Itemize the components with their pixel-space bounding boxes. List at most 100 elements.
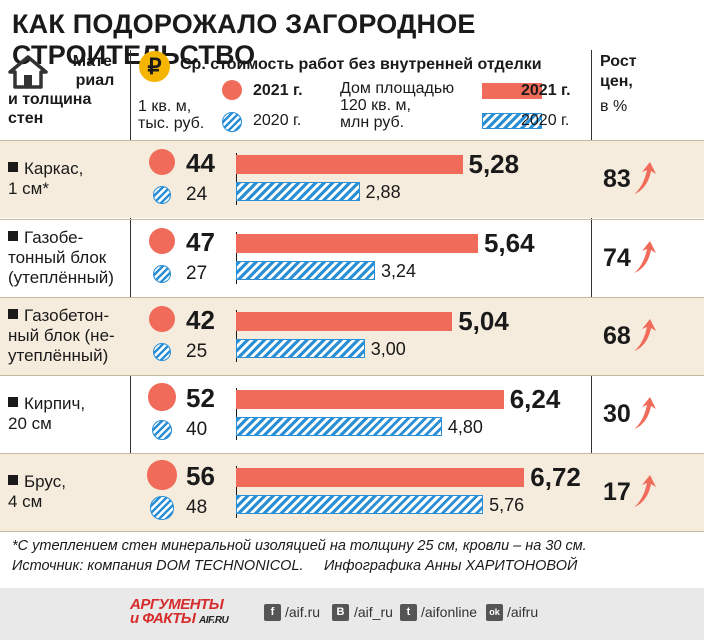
material-label: Каркас, 1 см* (8, 159, 83, 199)
bar-2021 (236, 468, 525, 487)
value-house-2021: 5,64 (483, 228, 535, 258)
dot-2021 (149, 149, 175, 175)
social-ok[interactable]: /aifru (507, 604, 539, 620)
value-m2-2020: 24 (186, 184, 208, 205)
value-house-2020: 3,00 (370, 339, 406, 359)
facebook-icon[interactable]: f (264, 604, 281, 621)
bar-2020 (236, 495, 484, 514)
growth-header-3: в % (600, 98, 628, 115)
material-text: (утеплённый) (8, 268, 114, 287)
growth-value: 17 (603, 478, 631, 506)
legend-2021-b: 2021 г. (521, 82, 571, 99)
dot-2021 (147, 460, 177, 490)
growth-header-1: Рост (600, 53, 637, 70)
value-house-2021: 6,24 (509, 384, 561, 414)
material-label: Газобетон-ный блок (не-утеплённый) (8, 306, 115, 366)
value-m2-2020: 48 (186, 497, 208, 518)
value-house-2020: 4,80 (447, 417, 483, 437)
bar-2021 (236, 234, 478, 253)
material-header-2: риал (75, 72, 115, 89)
growth-value: 83 (603, 165, 631, 193)
bar-axis (236, 310, 237, 362)
social-facebook[interactable]: /aif.ru (285, 604, 321, 620)
material-text: 4 см (8, 492, 43, 511)
value-m2-2021: 42 (186, 305, 215, 335)
bullet-square-icon (8, 231, 18, 241)
chart-title: КАК ПОДОРОЖАЛО ЗАГОРОДНОЕ СТРОИТЕЛЬСТВО (12, 9, 476, 70)
logo-line2: и ФАКТЫ (130, 610, 196, 627)
dot-2020 (150, 496, 174, 520)
value-house-2021: 5,04 (458, 306, 509, 336)
house-label-1: Дом площадью (340, 80, 455, 97)
up-arrow-icon (634, 162, 656, 194)
material-text: утеплённый) (8, 346, 109, 365)
row-separator (0, 453, 704, 454)
up-arrow-icon (634, 241, 656, 273)
material-label: Кирпич, 20 см (8, 394, 85, 434)
growth-header-2: цен, (600, 73, 633, 90)
material-header-4: стен (8, 110, 44, 127)
social-twitter[interactable]: /aifonline (421, 604, 478, 620)
dot-2021 (149, 228, 175, 254)
value-m2-2021: 44 (186, 148, 215, 178)
row-separator (0, 219, 704, 220)
legend-2021-a: 2021 г. (253, 82, 303, 99)
material-text: Каркас, (24, 159, 84, 178)
logo-line1: АРГУМЕНТЫ (130, 596, 224, 613)
value-m2-2020: 40 (186, 419, 208, 440)
up-arrow-icon (634, 397, 656, 429)
value-m2-2021: 47 (186, 227, 215, 257)
material-text: тонный блок (8, 248, 107, 267)
row-separator (0, 531, 704, 532)
divider-1 (130, 50, 131, 528)
bar-2021 (236, 312, 453, 331)
bar-axis (236, 232, 237, 284)
up-arrow-icon (634, 475, 656, 507)
legend-dot-2020 (222, 112, 242, 132)
house-label-2: 120 кв. м, (340, 97, 411, 114)
value-house-2020: 5,76 (489, 495, 525, 515)
table-row (0, 297, 704, 375)
value-house-2021: 6,72 (530, 462, 581, 492)
credit: Инфографика Анны ХАРИТОНОВОЙ (324, 558, 578, 574)
odnoklassniki-icon[interactable]: ok (486, 604, 503, 621)
twitter-icon[interactable]: t (400, 604, 417, 621)
legend-2020-b: 2020 г. (521, 112, 570, 129)
cost-header: Ср. стоимость работ без внутренней отдел… (180, 56, 542, 73)
bullet-square-icon (8, 309, 18, 319)
table-row (0, 375, 704, 453)
legend-2020-a: 2020 г. (253, 112, 302, 129)
row-separator (0, 375, 704, 376)
value-house-2021: 5,28 (468, 149, 520, 179)
dot-2021 (148, 383, 176, 411)
table-row (0, 453, 704, 531)
value-house-2020: 2,88 (365, 182, 401, 202)
aif-logo[interactable]: АРГУМЕНТЫ и ФАКТЫ AIF.RU (130, 596, 229, 628)
bar-2020 (236, 261, 375, 280)
material-label: Брус, 4 см (8, 472, 66, 512)
material-text: Брус, (24, 472, 66, 491)
ruble-icon: ₽ (139, 51, 170, 82)
value-m2-2021: 56 (186, 461, 215, 491)
material-label: Газобе-тонный блок (утеплённый) (8, 228, 114, 288)
value-m2-2021: 52 (186, 383, 215, 413)
dot-2021 (149, 306, 175, 332)
bar-axis (236, 153, 237, 205)
material-text: ный блок (не- (8, 326, 115, 345)
table-row (0, 140, 704, 218)
footnote: *С утеплением стен минеральной изоляцией… (12, 538, 587, 554)
material-header-1: Мате- (72, 53, 118, 70)
dot-2020 (153, 186, 171, 204)
social-vk[interactable]: /aif_ru (354, 604, 393, 620)
value-m2-2020: 25 (186, 341, 208, 362)
vk-icon[interactable]: B (332, 604, 349, 621)
bar-2020 (236, 339, 365, 358)
bar-2021 (236, 155, 463, 174)
bullet-square-icon (8, 162, 18, 172)
material-text: Кирпич, (24, 394, 86, 413)
legend-bar-2020 (482, 113, 542, 129)
growth-value: 74 (603, 244, 631, 272)
material-text: 1 см* (8, 179, 49, 198)
house-icon (8, 55, 48, 89)
value-m2-2020: 27 (186, 263, 208, 284)
